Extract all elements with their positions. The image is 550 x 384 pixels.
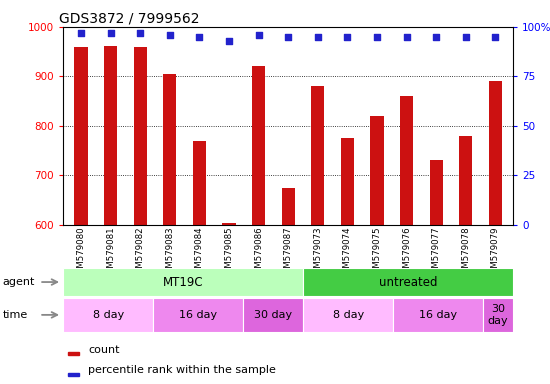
- Bar: [303, 268, 513, 296]
- Bar: [63, 298, 153, 332]
- Bar: [370, 116, 384, 225]
- Text: GSM579087: GSM579087: [284, 227, 293, 279]
- Point: [461, 34, 470, 40]
- Text: MT19C: MT19C: [163, 276, 204, 288]
- Bar: [192, 141, 206, 225]
- Bar: [252, 66, 265, 225]
- Point: [76, 30, 85, 36]
- Point: [343, 34, 352, 40]
- Bar: [400, 96, 413, 225]
- Text: 30
day: 30 day: [488, 304, 508, 326]
- Bar: [134, 47, 147, 225]
- Text: GDS3872 / 7999562: GDS3872 / 7999562: [59, 12, 199, 26]
- Bar: [68, 353, 79, 356]
- Text: GSM579083: GSM579083: [166, 227, 174, 279]
- Text: 8 day: 8 day: [333, 310, 364, 320]
- Point: [106, 30, 115, 36]
- Bar: [483, 298, 513, 332]
- Bar: [243, 298, 303, 332]
- Bar: [74, 47, 87, 225]
- Bar: [282, 187, 295, 225]
- Text: GSM579081: GSM579081: [106, 227, 115, 279]
- Bar: [393, 298, 483, 332]
- Text: GSM579073: GSM579073: [314, 227, 322, 279]
- Text: count: count: [88, 345, 119, 355]
- Text: 16 day: 16 day: [419, 310, 457, 320]
- Bar: [68, 373, 79, 376]
- Text: GSM579085: GSM579085: [224, 227, 234, 279]
- Bar: [489, 81, 502, 225]
- Text: 30 day: 30 day: [254, 310, 292, 320]
- Text: GSM579078: GSM579078: [461, 227, 470, 279]
- Bar: [311, 86, 324, 225]
- Text: GSM579077: GSM579077: [432, 227, 441, 279]
- Bar: [459, 136, 472, 225]
- Bar: [153, 298, 243, 332]
- Text: time: time: [3, 310, 28, 320]
- Text: GSM579079: GSM579079: [491, 227, 500, 279]
- Text: GSM579076: GSM579076: [402, 227, 411, 279]
- Point: [402, 34, 411, 40]
- Point: [314, 34, 322, 40]
- Point: [372, 34, 381, 40]
- Point: [491, 34, 500, 40]
- Bar: [303, 298, 393, 332]
- Point: [224, 38, 233, 44]
- Bar: [222, 223, 235, 225]
- Text: 16 day: 16 day: [179, 310, 217, 320]
- Text: GSM579086: GSM579086: [254, 227, 263, 279]
- Text: GSM579075: GSM579075: [372, 227, 382, 279]
- Bar: [341, 138, 354, 225]
- Point: [195, 34, 204, 40]
- Text: GSM579074: GSM579074: [343, 227, 352, 279]
- Text: agent: agent: [3, 277, 35, 287]
- Text: 8 day: 8 day: [92, 310, 124, 320]
- Point: [254, 32, 263, 38]
- Point: [136, 30, 145, 36]
- Point: [432, 34, 441, 40]
- Bar: [163, 74, 177, 225]
- Text: GSM579080: GSM579080: [76, 227, 85, 279]
- Text: percentile rank within the sample: percentile rank within the sample: [88, 366, 276, 376]
- Point: [284, 34, 293, 40]
- Text: GSM579082: GSM579082: [136, 227, 145, 279]
- Bar: [104, 46, 117, 225]
- Point: [166, 32, 174, 38]
- Bar: [430, 161, 443, 225]
- Text: untreated: untreated: [379, 276, 437, 288]
- Bar: [63, 268, 303, 296]
- Text: GSM579084: GSM579084: [195, 227, 204, 279]
